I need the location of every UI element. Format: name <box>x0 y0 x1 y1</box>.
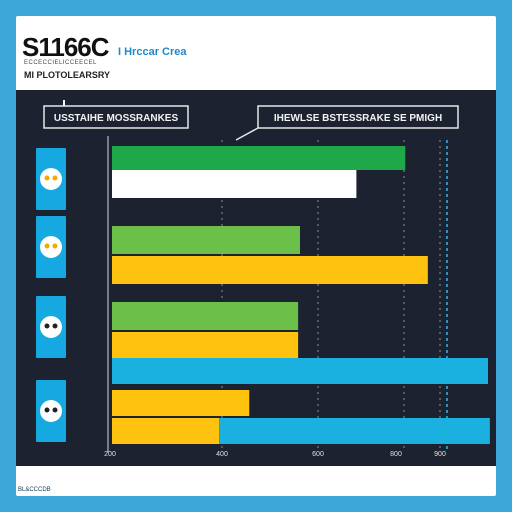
face-eye-left <box>44 323 50 329</box>
callout-box <box>257 105 459 129</box>
face-eye-left <box>44 175 50 181</box>
header-caption-line: ECCECCIELICCEECEL <box>24 60 97 66</box>
footer-note: BL&CCCDB <box>18 487 51 493</box>
face-eye-right <box>52 243 58 249</box>
emoji-face-icon <box>40 236 62 258</box>
brand-mark-icon <box>387 485 398 495</box>
emoji-face-icon <box>40 168 62 190</box>
face-eye-left <box>44 407 50 413</box>
bar <box>112 170 357 198</box>
face-eye-right <box>52 323 58 329</box>
x-tick-label: 800 <box>390 451 402 458</box>
chart-title: S1166C <box>22 32 110 62</box>
emoji-face-icon <box>40 400 62 422</box>
emoji-face-icon <box>40 316 62 338</box>
x-tick-label: 600 <box>312 451 324 458</box>
bar <box>112 256 428 284</box>
callout-label: IHEWLSE BSTESSRAKE SE PMIGH <box>274 113 442 124</box>
callout-label: USSTAIHE MOSSRANKES <box>54 113 179 124</box>
brand-name: PABALSANCAVIF <box>401 484 494 496</box>
callout-connector <box>235 127 259 141</box>
face-eye-right <box>52 175 58 181</box>
brand-logo: PABALSANCAVIF <box>387 484 494 496</box>
chart-subtitle: I Hrccar Crea <box>118 46 187 58</box>
bar <box>112 302 299 330</box>
face-eye-right <box>52 407 58 413</box>
header-caption-bold: MI PLOTOLEARSRY <box>24 70 111 80</box>
callout-box <box>43 105 189 129</box>
face-eye-left <box>44 243 50 249</box>
bar <box>219 418 490 444</box>
bar <box>112 146 406 170</box>
bar <box>112 418 220 444</box>
bar <box>112 358 488 384</box>
x-tick-label: 400 <box>216 451 228 458</box>
bar <box>112 332 299 358</box>
x-tick-label: 200 <box>104 451 116 458</box>
bar <box>112 390 250 416</box>
x-tick-label: 900 <box>434 451 446 458</box>
bar <box>112 226 300 254</box>
